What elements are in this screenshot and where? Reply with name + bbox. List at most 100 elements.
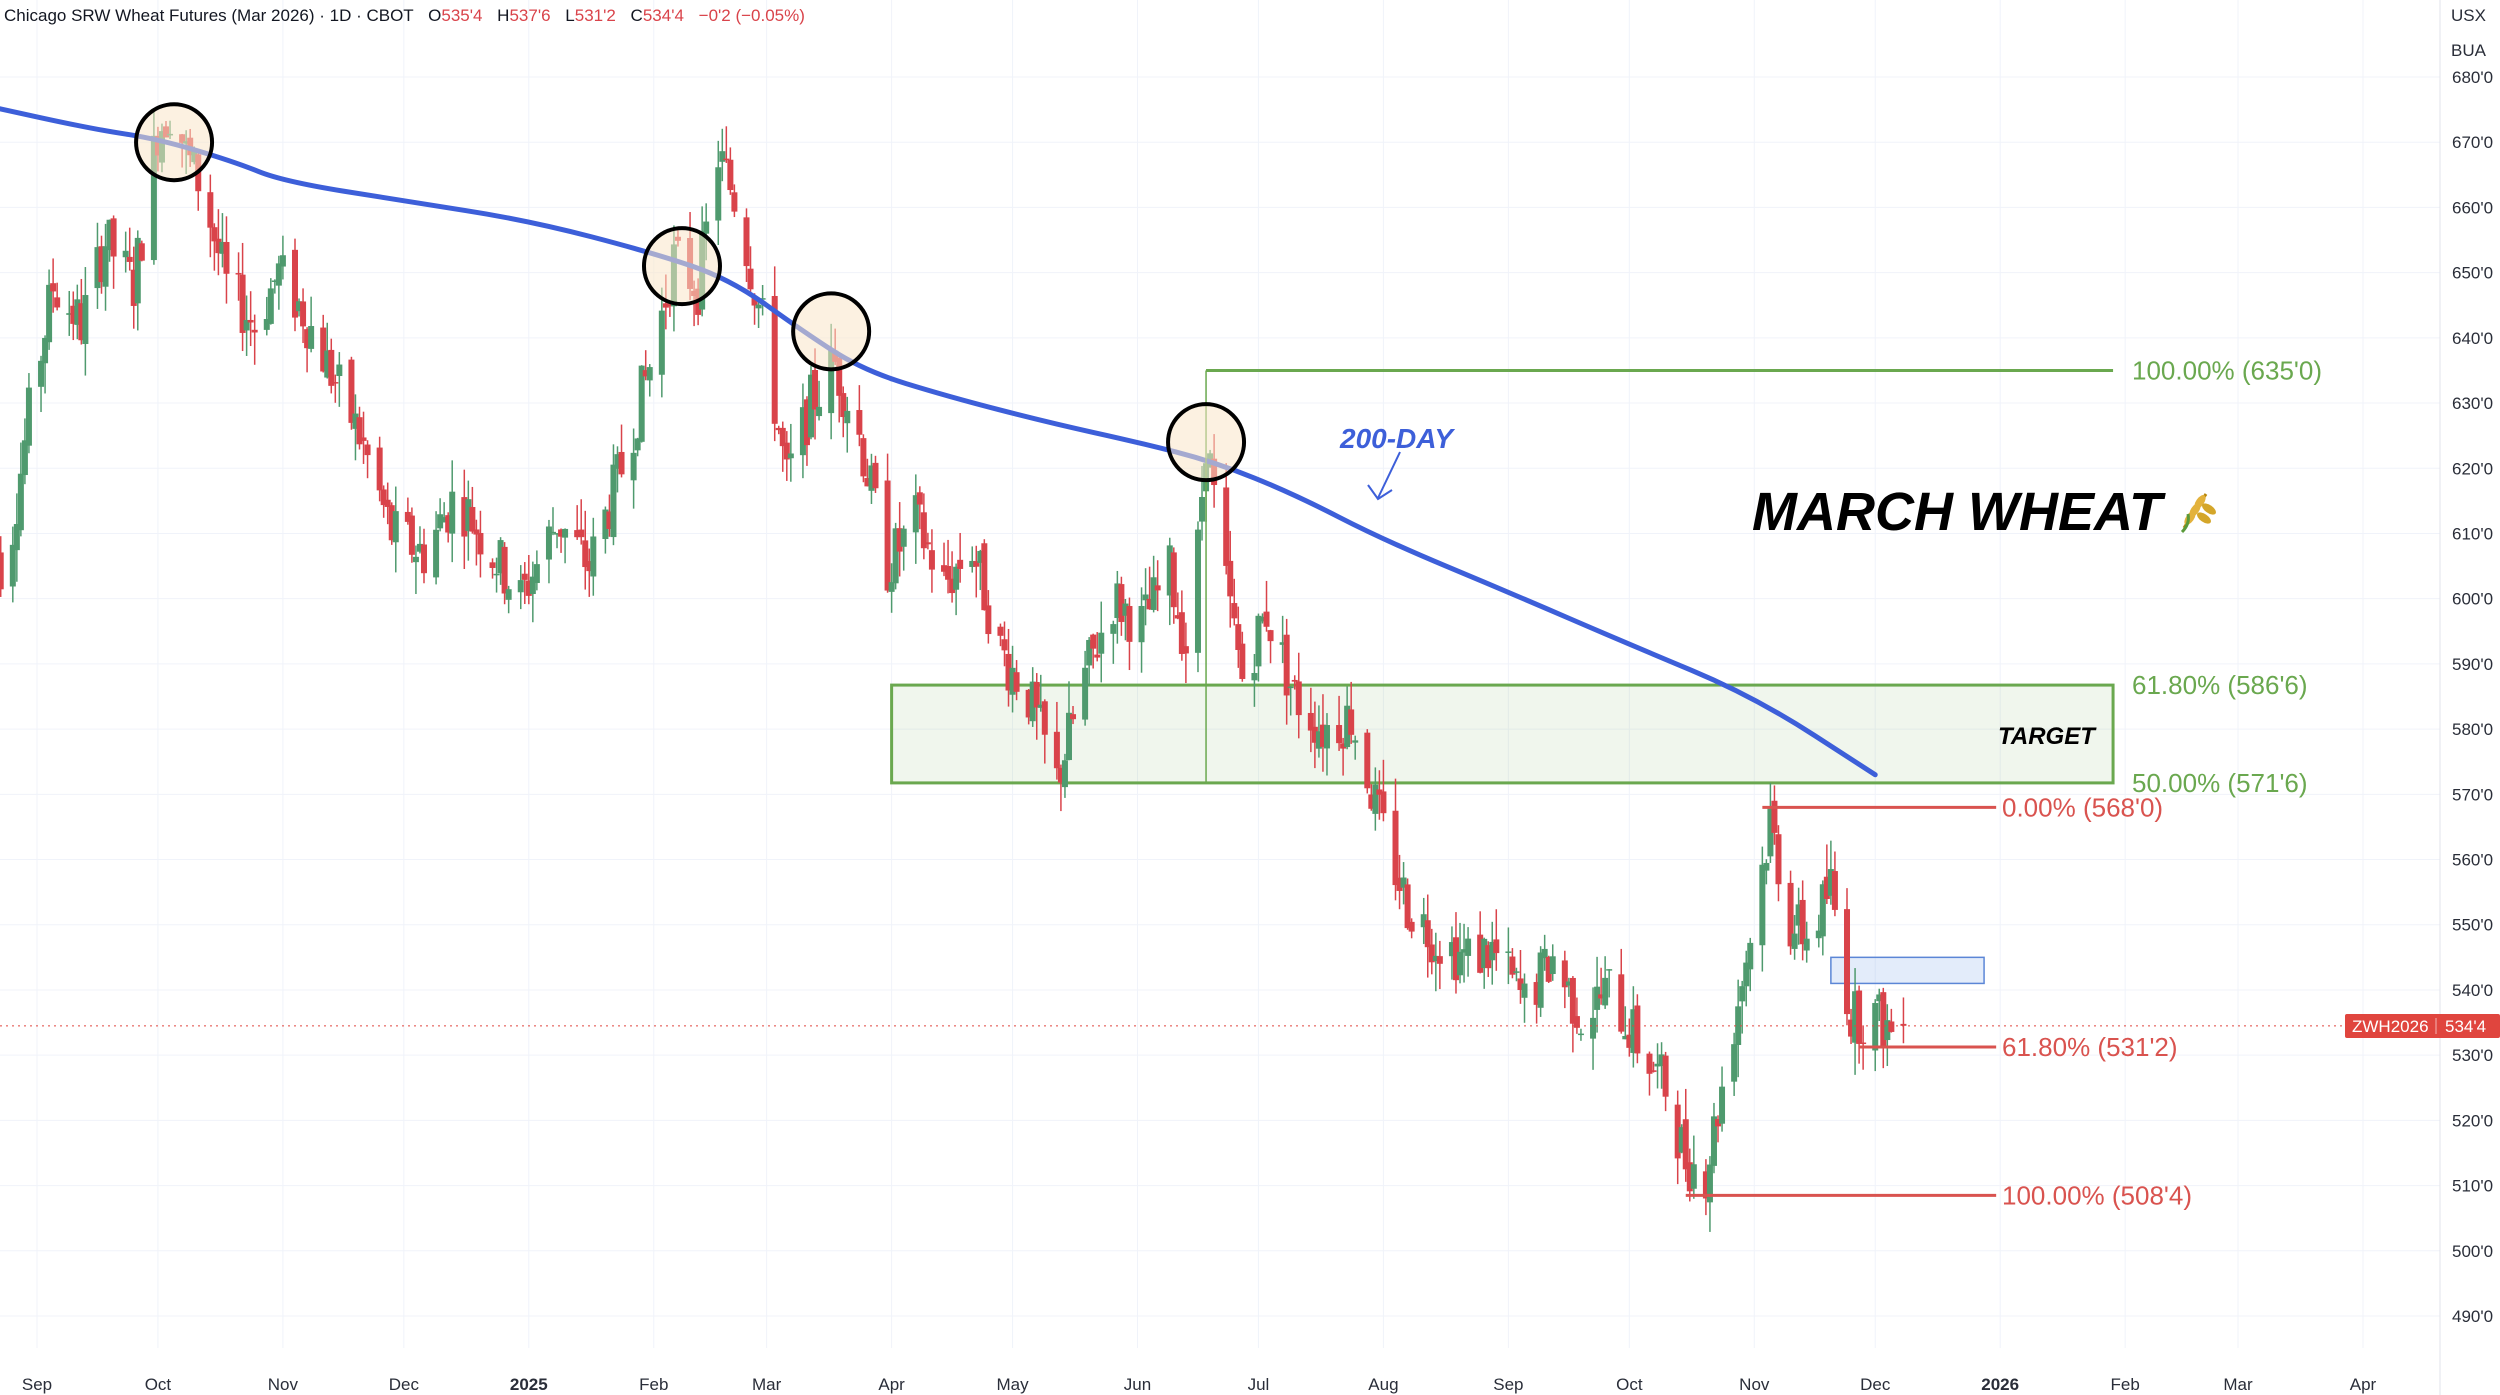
candle bbox=[578, 499, 585, 545]
candle bbox=[747, 246, 754, 296]
candle-body bbox=[872, 462, 879, 489]
candle-body bbox=[884, 480, 891, 591]
candle bbox=[1856, 985, 1863, 1064]
candle-body bbox=[1009, 667, 1016, 695]
candle-body bbox=[1759, 864, 1766, 946]
candle bbox=[1239, 631, 1246, 682]
candle bbox=[1166, 537, 1173, 626]
candle-body bbox=[126, 256, 133, 262]
candle bbox=[1791, 915, 1798, 960]
candle bbox=[1392, 778, 1399, 901]
candle-body bbox=[271, 280, 278, 282]
candle bbox=[1094, 632, 1101, 662]
candle-body bbox=[525, 580, 532, 596]
candle-body bbox=[1408, 921, 1415, 932]
candle bbox=[392, 486, 399, 573]
candle bbox=[336, 352, 343, 407]
candle bbox=[1880, 987, 1887, 1069]
candle-body bbox=[900, 528, 907, 547]
candle-body bbox=[860, 438, 867, 477]
candle bbox=[82, 267, 89, 376]
candle bbox=[941, 542, 948, 577]
candle bbox=[1259, 613, 1266, 624]
y-tick-label: 620'0 bbox=[2452, 459, 2493, 478]
candle bbox=[1565, 977, 1572, 997]
candle bbox=[416, 526, 423, 554]
candle-body bbox=[1884, 1020, 1891, 1041]
candle-body bbox=[646, 367, 653, 381]
candle-body bbox=[888, 582, 895, 592]
candle-body bbox=[896, 528, 903, 552]
candle-body bbox=[723, 158, 730, 161]
wheat-icon bbox=[2180, 493, 2216, 534]
candle-body bbox=[308, 326, 315, 349]
candle-body bbox=[759, 298, 766, 300]
candle-body bbox=[1279, 642, 1286, 645]
candle-body bbox=[150, 135, 157, 261]
candle-body bbox=[578, 529, 585, 538]
candle bbox=[110, 215, 117, 289]
candle bbox=[973, 545, 980, 598]
candle bbox=[554, 533, 561, 549]
candle bbox=[279, 235, 286, 280]
candle bbox=[743, 208, 750, 282]
candle bbox=[1013, 660, 1020, 701]
candle bbox=[1009, 645, 1016, 713]
candle-body bbox=[1094, 654, 1101, 658]
candle-body bbox=[1827, 869, 1834, 896]
candle-body bbox=[1888, 1021, 1895, 1032]
candle bbox=[1452, 912, 1459, 994]
candle-body bbox=[1634, 1005, 1641, 1054]
candle bbox=[1799, 880, 1806, 961]
candle bbox=[445, 512, 452, 543]
candle bbox=[215, 209, 222, 276]
candle bbox=[13, 493, 20, 582]
candle-body bbox=[304, 329, 311, 349]
candle-body bbox=[21, 440, 28, 476]
candle bbox=[1178, 590, 1185, 661]
candle-body bbox=[1848, 1019, 1855, 1037]
candle-body bbox=[1799, 899, 1806, 945]
candle bbox=[1263, 580, 1270, 632]
price-tag-value: 534'4 bbox=[2445, 1017, 2486, 1036]
y-tick-label: 550'0 bbox=[2452, 916, 2493, 935]
candle-body bbox=[1267, 630, 1274, 642]
candle bbox=[884, 453, 891, 593]
candle bbox=[1432, 932, 1439, 992]
candle bbox=[408, 507, 415, 563]
candle-body bbox=[130, 269, 137, 306]
candle-body bbox=[618, 451, 625, 475]
candle-body bbox=[110, 218, 117, 257]
candle bbox=[783, 431, 790, 481]
y-tick-label: 560'0 bbox=[2452, 851, 2493, 870]
candle bbox=[864, 458, 871, 487]
candle-body bbox=[606, 511, 613, 529]
candle-body bbox=[1823, 876, 1830, 899]
candle bbox=[638, 365, 645, 443]
candle bbox=[1114, 570, 1121, 644]
candle-body bbox=[1061, 760, 1068, 788]
candle bbox=[505, 585, 512, 614]
candle bbox=[1122, 598, 1129, 641]
candle-body bbox=[25, 387, 32, 446]
candle bbox=[364, 440, 371, 479]
candle bbox=[1646, 1051, 1653, 1096]
y-tick-label: 540'0 bbox=[2452, 981, 2493, 1000]
candle bbox=[634, 437, 641, 457]
candle-body bbox=[219, 241, 226, 254]
candle bbox=[779, 421, 786, 472]
candle bbox=[66, 290, 73, 336]
candle bbox=[461, 469, 468, 569]
candle bbox=[1485, 941, 1492, 977]
y-axis[interactable]: 490'0 500'0 510'0 520'0 530'0 540'0 550'0 560'0… bbox=[2452, 68, 2493, 1326]
candle bbox=[1674, 1090, 1681, 1185]
candle bbox=[320, 314, 327, 373]
candle-body bbox=[1251, 672, 1258, 681]
x-axis[interactable]: Sep Oct Nov Dec 2025 Feb Mar Apr May Jun Jul Aug Sep… bbox=[22, 1375, 2377, 1394]
candle-body bbox=[1352, 740, 1359, 743]
candle bbox=[1702, 1159, 1709, 1216]
candle-body bbox=[1686, 1162, 1693, 1192]
